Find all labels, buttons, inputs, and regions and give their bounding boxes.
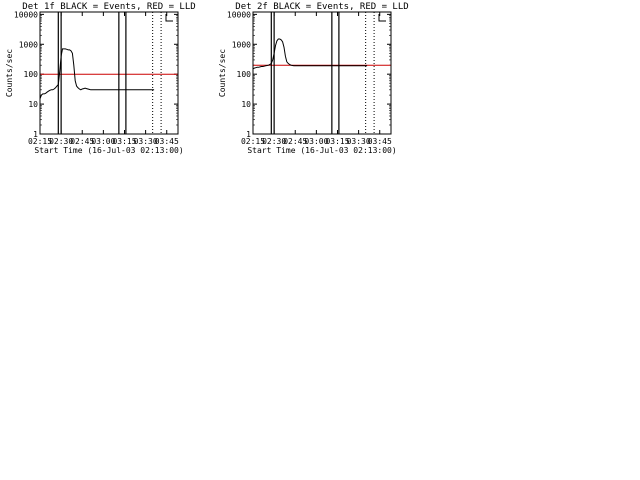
series-events — [39, 48, 155, 99]
x-tick-label: 02:15 — [241, 137, 265, 146]
x-tick-label: 02:15 — [28, 137, 52, 146]
panel-title: Det 1f BLACK = Events, RED = LLD — [22, 2, 195, 12]
x-tick-label: 03:00 — [304, 137, 328, 146]
y-tick-label: 100 — [237, 70, 252, 79]
x-tick-label: 03:00 — [91, 137, 115, 146]
x-axis-label: Start Time (16-Jul-03 02:13:00) — [34, 146, 183, 155]
legend-marker — [165, 14, 173, 22]
x-tick-label: 03:45 — [155, 137, 179, 146]
plot-frame — [252, 11, 392, 135]
y-tick-label: 100 — [24, 70, 39, 79]
x-tick-label: 02:45 — [283, 137, 307, 146]
panel-1: Det 1f BLACK = Events, RED = LLD Counts/s… — [5, 2, 196, 155]
legend-marker — [378, 14, 386, 22]
x-tick-label: 03:30 — [134, 137, 158, 146]
y-tick-label: 10 — [241, 100, 251, 109]
y-tick-label: 1 — [246, 130, 251, 139]
panel-title: Det 2f BLACK = Events, RED = LLD — [235, 2, 408, 12]
x-tick-label: 02:45 — [70, 137, 94, 146]
x-tick-label: 02:30 — [262, 137, 286, 146]
series-events — [252, 38, 368, 70]
y-tick-label: 10 — [28, 100, 38, 109]
y-axis-label: Counts/sec — [218, 49, 227, 97]
y-tick-label: 1000 — [19, 40, 38, 49]
x-axis-label: Start Time (16-Jul-03 02:13:00) — [247, 146, 396, 155]
y-tick-label: 1 — [33, 130, 38, 139]
x-tick-label: 03:15 — [112, 137, 136, 146]
y-axis-label: Counts/sec — [5, 49, 14, 97]
y-tick-label: 1000 — [232, 40, 251, 49]
x-tick-label: 02:30 — [49, 137, 73, 146]
panel-2: Det 2f BLACK = Events, RED = LLD Counts/s… — [218, 2, 409, 155]
x-tick-label: 03:15 — [325, 137, 349, 146]
plot-frame — [39, 11, 179, 135]
y-tick-label: 10000 — [14, 10, 38, 19]
y-tick-label: 10000 — [227, 10, 251, 19]
x-tick-label: 03:30 — [347, 137, 371, 146]
x-tick-label: 03:45 — [368, 137, 392, 146]
